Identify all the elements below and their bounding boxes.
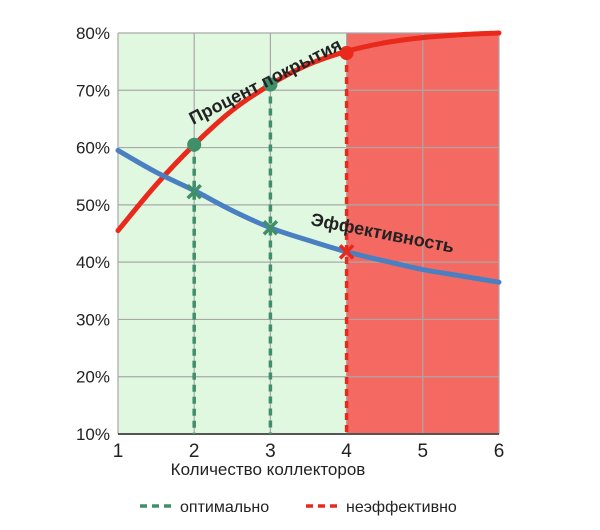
y-tick-label: 10% — [76, 425, 110, 444]
series-lines — [115, 30, 502, 285]
coverage-marker — [187, 137, 202, 152]
y-axis: 10% 20% 30% 40% 50% 60% 70% 80% — [76, 24, 110, 444]
y-tick-label: 50% — [76, 196, 110, 215]
y-tick-label: 40% — [76, 253, 110, 272]
x-tick-label: 1 — [113, 441, 124, 462]
legend-label: оптимально — [180, 499, 269, 516]
x-tick-label: 5 — [418, 441, 429, 462]
coverage-line — [115, 30, 502, 234]
efficiency-marker — [262, 220, 279, 236]
region-optimal — [118, 33, 347, 434]
efficiency-marker — [186, 183, 202, 200]
x-tick-label: 2 — [189, 441, 200, 462]
efficiency-marker — [338, 244, 355, 260]
legend: оптимально неэффективно — [140, 499, 457, 516]
marker-stroke — [262, 220, 279, 236]
x-axis: 1 2 3 4 5 6 — [113, 441, 505, 462]
markers — [186, 46, 355, 260]
x-tick-label: 3 — [265, 441, 276, 462]
x-axis-label: Количество коллекторов — [171, 460, 366, 479]
y-tick-label: 70% — [76, 81, 110, 100]
legend-label: неэффективно — [346, 499, 457, 516]
y-tick-label: 20% — [76, 368, 110, 387]
x-tick-label: 4 — [341, 441, 352, 462]
legend-item: оптимально — [140, 499, 269, 516]
efficiency-line — [115, 147, 502, 285]
marker-stroke — [338, 244, 355, 260]
legend-item: неэффективно — [306, 499, 457, 516]
y-tick-label: 60% — [76, 139, 110, 158]
marker-stroke — [186, 183, 202, 200]
x-tick-label: 6 — [494, 441, 505, 462]
y-tick-label: 80% — [76, 24, 110, 43]
y-tick-label: 30% — [76, 310, 110, 329]
coverage-marker — [263, 77, 278, 92]
coverage-marker — [339, 46, 354, 61]
